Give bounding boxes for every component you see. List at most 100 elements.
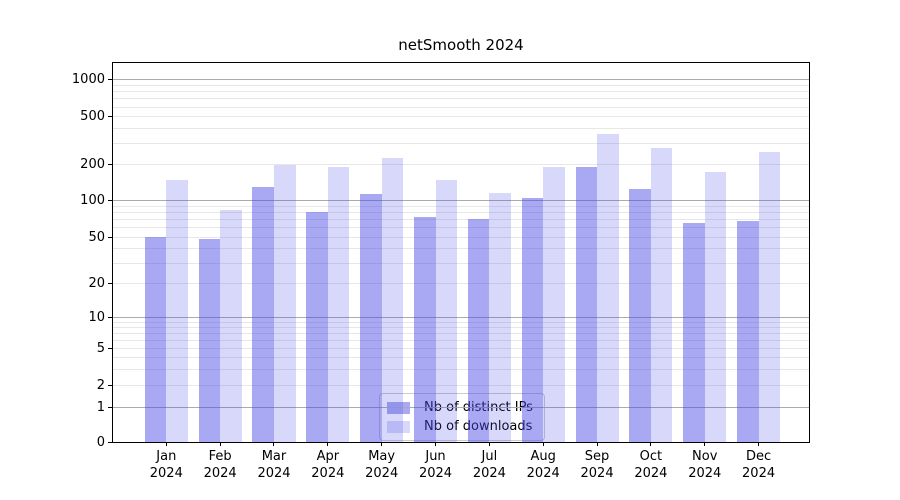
gridline-minor bbox=[113, 106, 809, 108]
x-axis-label-mar: Mar 2024 bbox=[257, 449, 291, 481]
x-axis-tick bbox=[381, 442, 383, 446]
y-axis-label: 200 bbox=[80, 156, 105, 172]
bar-downloads-jan bbox=[166, 180, 188, 442]
x-axis-label-aug: Aug 2024 bbox=[526, 449, 560, 481]
x-axis-tick bbox=[488, 442, 490, 446]
bar-downloads-oct bbox=[650, 147, 673, 442]
bar-distinct-ips-sep bbox=[575, 167, 598, 442]
gridline-minor bbox=[113, 116, 809, 118]
plot-area: Nb of distinct IPs Nb of downloads 0 1 2 5 1… bbox=[72, 62, 810, 481]
bar-downloads-dec bbox=[758, 152, 781, 442]
bar-distinct-ips-jan bbox=[144, 237, 167, 442]
bar-distinct-ips-apr bbox=[306, 212, 328, 442]
y-axis-tick bbox=[108, 407, 112, 409]
gridline-minor bbox=[113, 327, 809, 329]
x-axis-label-jan: Jan 2024 bbox=[149, 449, 183, 481]
gridline-minor bbox=[113, 384, 809, 386]
legend-entry-downloads: Nb of downloads bbox=[387, 418, 537, 435]
legend: Nb of distinct IPs Nb of downloads bbox=[379, 393, 545, 441]
y-axis-tick bbox=[108, 283, 112, 285]
gridline-major bbox=[113, 317, 809, 319]
y-axis-label: 1000 bbox=[71, 72, 105, 88]
bar-downloads-jun bbox=[435, 179, 458, 442]
gridline-minor bbox=[113, 91, 809, 93]
x-axis-label-apr: Apr 2024 bbox=[311, 449, 345, 481]
x-axis-label-may: May 2024 bbox=[365, 449, 399, 481]
y-axis-label: 5 bbox=[96, 341, 105, 356]
bar-distinct-ips-jun bbox=[413, 216, 436, 442]
y-axis-tick bbox=[108, 163, 112, 165]
bar-distinct-ips-dec bbox=[737, 220, 759, 442]
bar-downloads-jul bbox=[489, 192, 511, 442]
x-axis-label-sep: Sep 2024 bbox=[580, 449, 614, 481]
gridline-major bbox=[113, 79, 809, 81]
gridline-minor bbox=[113, 262, 809, 264]
y-axis-label: 1 bbox=[96, 400, 105, 416]
y-axis-tick bbox=[108, 79, 112, 81]
bar-downloads-nov bbox=[704, 172, 727, 442]
x-axis-tick bbox=[650, 442, 652, 446]
y-axis-tick bbox=[108, 441, 112, 443]
bar-distinct-ips-nov bbox=[683, 223, 705, 442]
y-axis-tick bbox=[108, 317, 112, 319]
y-axis-label: 20 bbox=[88, 276, 105, 292]
gridline-minor bbox=[113, 356, 809, 358]
bar-distinct-ips-may bbox=[360, 193, 382, 442]
bar-distinct-ips-jul bbox=[467, 219, 490, 442]
gridline-minor bbox=[113, 339, 809, 341]
bar-downloads-may bbox=[381, 158, 404, 442]
gridline-minor bbox=[113, 163, 809, 165]
bar-downloads-sep bbox=[597, 134, 619, 442]
gridline-minor bbox=[113, 333, 809, 335]
gridline-minor bbox=[113, 283, 809, 285]
x-axis-tick bbox=[435, 442, 437, 446]
x-axis-tick bbox=[165, 442, 167, 446]
gridline-major bbox=[113, 407, 809, 409]
gridline-minor bbox=[113, 227, 809, 229]
legend-label-downloads: Nb of downloads bbox=[424, 419, 533, 434]
gridline-minor bbox=[113, 84, 809, 86]
gridline-minor bbox=[113, 205, 809, 207]
y-axis-label: 500 bbox=[80, 109, 105, 125]
bar-downloads-aug bbox=[543, 166, 565, 442]
y-axis-label: 2 bbox=[96, 377, 105, 393]
x-axis-label-nov: Nov 2024 bbox=[688, 449, 722, 481]
x-axis-tick bbox=[596, 442, 598, 446]
gridline-major bbox=[113, 200, 809, 202]
gridline-minor bbox=[113, 142, 809, 144]
gridline-minor bbox=[113, 211, 809, 213]
chart-title: netSmooth 2024 bbox=[398, 36, 524, 54]
x-axis-tick bbox=[327, 442, 329, 446]
gridline-minor bbox=[113, 368, 809, 370]
x-axis-label-oct: Oct 2024 bbox=[634, 449, 668, 481]
y-axis-tick bbox=[108, 348, 112, 349]
bar-downloads-feb bbox=[220, 209, 242, 442]
legend-swatch-downloads bbox=[387, 420, 410, 433]
y-axis-label: 50 bbox=[88, 229, 105, 245]
gridline-minor bbox=[113, 98, 809, 100]
y-axis-tick bbox=[108, 200, 112, 202]
bar-distinct-ips-mar bbox=[252, 186, 274, 442]
gridline-minor bbox=[113, 236, 809, 238]
bar-downloads-mar bbox=[273, 164, 296, 442]
y-axis-label: 0 bbox=[96, 434, 105, 450]
y-axis-tick bbox=[108, 116, 112, 118]
bar-distinct-ips-aug bbox=[521, 197, 544, 442]
gridline-minor bbox=[113, 247, 809, 249]
x-axis-label-dec: Dec 2024 bbox=[742, 449, 776, 481]
x-axis-label-jun: Jun 2024 bbox=[418, 449, 453, 481]
y-axis-label: 100 bbox=[80, 193, 105, 209]
x-axis-tick bbox=[542, 442, 544, 446]
x-axis-tick bbox=[704, 442, 706, 446]
x-axis-tick bbox=[758, 442, 760, 446]
y-axis-label: 10 bbox=[88, 310, 105, 326]
x-axis-tick bbox=[273, 442, 275, 446]
y-axis-tick bbox=[108, 236, 112, 238]
x-axis-label-jul: Jul 2024 bbox=[472, 449, 506, 481]
bar-downloads-apr bbox=[327, 166, 350, 442]
x-axis-label-feb: Feb 2024 bbox=[203, 449, 237, 481]
bar-distinct-ips-feb bbox=[198, 239, 221, 442]
gridline-minor bbox=[113, 127, 809, 129]
bar-distinct-ips-oct bbox=[629, 189, 651, 442]
